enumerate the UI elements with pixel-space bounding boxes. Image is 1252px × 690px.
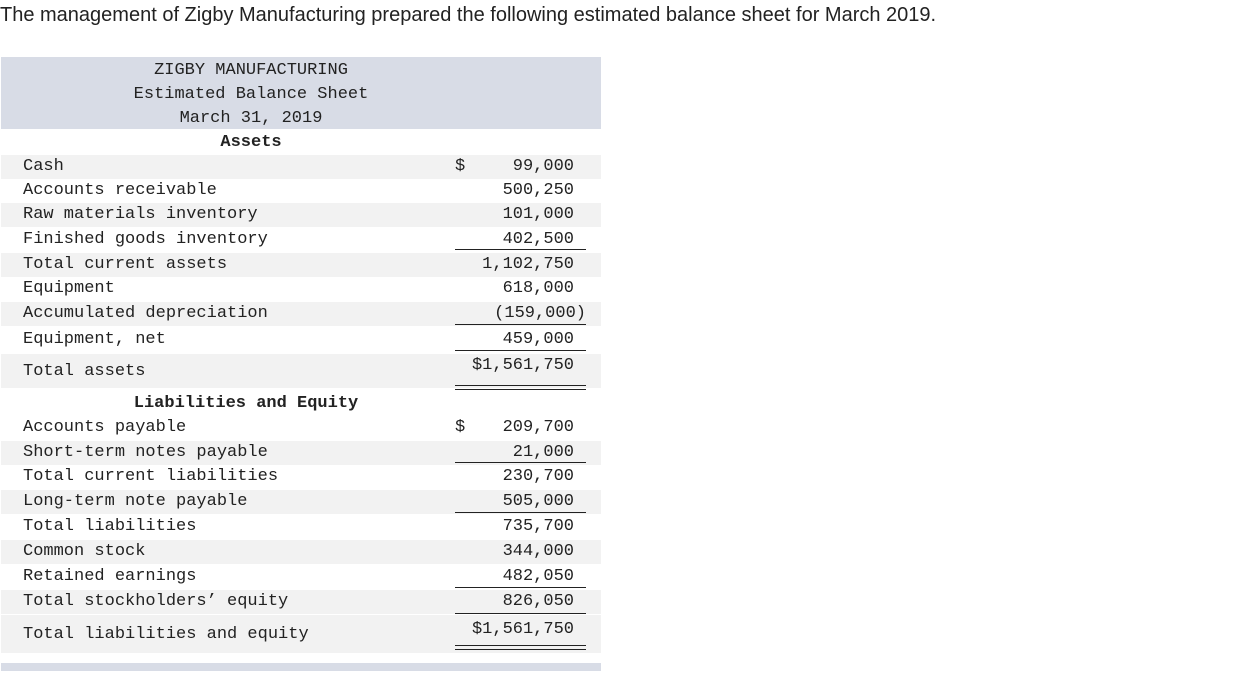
row-amount: $1,561,750 (471, 356, 574, 375)
table-row: Common stock 344,000 (1, 540, 601, 564)
row-label: Accumulated depreciation (23, 304, 268, 323)
subtotal-underline (455, 512, 586, 513)
row-label: Total liabilities (23, 517, 197, 536)
table-row: Raw materials inventory 101,000 (1, 203, 601, 227)
row-amount: 209,700 (502, 418, 574, 437)
row-amount: 99,000 (512, 157, 574, 176)
subtotal-underline (455, 324, 586, 325)
row-label: Short-term notes payable (23, 443, 268, 462)
subtotal-underline (455, 249, 586, 250)
row-label: Total current liabilities (23, 467, 279, 486)
table-row: Total stockholders’ equity 826,050 (1, 590, 601, 614)
row-label: Accounts receivable (23, 181, 217, 200)
table-row: Long-term note payable 505,000 (1, 490, 601, 514)
intro-text: The management of Zigby Manufacturing pr… (0, 4, 937, 26)
row-amount: 826,050 (502, 592, 574, 611)
subtotal-underline (455, 613, 586, 614)
row-label: Total current assets (23, 255, 228, 274)
dollar-sign: $ (455, 157, 466, 176)
sheet-title: Estimated Balance Sheet (133, 85, 369, 104)
row-label: Total liabilities and equity (23, 625, 309, 644)
row-label: Long-term note payable (23, 492, 248, 511)
row-label: Cash (23, 157, 64, 176)
sheet-date: March 31, 2019 (179, 109, 323, 128)
sheet-footer-bar (1, 663, 601, 671)
row-amount: 1,102,750 (482, 255, 574, 274)
row-label: Raw materials inventory (23, 205, 258, 224)
liabilities-heading: Liabilities and Equity (133, 394, 359, 413)
table-row: Retained earnings 482,050 (1, 565, 601, 589)
row-label: Equipment, net (23, 330, 166, 349)
subtotal-underline (455, 350, 586, 351)
row-label: Retained earnings (23, 567, 197, 586)
row-amount: 500,250 (502, 181, 574, 200)
row-amount: 21,000 (512, 443, 574, 462)
table-row: Equipment 618,000 (1, 277, 601, 301)
table-row: Equipment, net 459,000 (1, 328, 601, 352)
table-row: Finished goods inventory 402,500 (1, 228, 601, 252)
dollar-sign: $ (455, 418, 466, 437)
row-amount: 459,000 (502, 330, 574, 349)
table-row: Total liabilities and equity $1,561,750 (1, 615, 601, 653)
row-amount: 618,000 (502, 279, 574, 298)
sheet-header: ZIGBY MANUFACTURING Estimated Balance Sh… (1, 57, 601, 129)
subtotal-underline (455, 587, 586, 588)
table-row: Accounts receivable 500,250 (1, 179, 601, 203)
row-label: Total stockholders’ equity (23, 592, 289, 611)
table-row: Total current assets 1,102,750 (1, 253, 601, 277)
row-amount: 505,000 (502, 492, 574, 511)
row-amount: (159,000) (494, 304, 586, 323)
row-label: Equipment (23, 279, 115, 298)
table-row: Accounts payable $ 209,700 (1, 416, 601, 440)
row-amount: 735,700 (502, 517, 574, 536)
row-amount: 482,050 (502, 567, 574, 586)
row-amount: $1,561,750 (471, 620, 574, 639)
row-label: Common stock (23, 542, 146, 561)
total-double-underline (455, 385, 586, 390)
table-row: Accumulated depreciation (159,000) (1, 302, 601, 326)
row-label: Total assets (23, 362, 146, 381)
subtotal-underline (455, 462, 586, 463)
company-name: ZIGBY MANUFACTURING (154, 61, 348, 80)
row-amount: 344,000 (502, 542, 574, 561)
table-row: Total current liabilities 230,700 (1, 465, 601, 489)
row-label: Accounts payable (23, 418, 187, 437)
row-label: Finished goods inventory (23, 230, 268, 249)
table-row: Total liabilities 735,700 (1, 515, 601, 539)
total-double-underline (455, 645, 586, 650)
table-row: Total assets $1,561,750 (1, 354, 601, 388)
table-row: Cash $ 99,000 (1, 155, 601, 179)
assets-heading: Assets (220, 133, 282, 152)
table-row: Short-term notes payable 21,000 (1, 441, 601, 465)
row-amount: 230,700 (502, 467, 574, 486)
row-amount: 101,000 (502, 205, 574, 224)
row-amount: 402,500 (502, 230, 574, 249)
